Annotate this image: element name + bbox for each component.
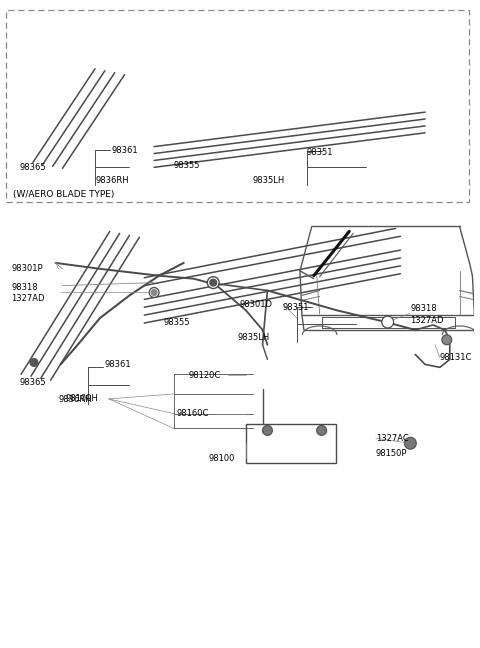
Text: 98301P: 98301P	[11, 264, 43, 273]
Bar	[6, 10, 469, 202]
Text: 1327AC: 1327AC	[376, 434, 408, 443]
Text: 98351: 98351	[282, 303, 309, 312]
Text: 98351: 98351	[307, 148, 334, 157]
Text: 98301D: 98301D	[240, 300, 273, 309]
Text: 98355: 98355	[164, 318, 191, 327]
Circle shape	[151, 290, 157, 295]
Text: 98131C: 98131C	[440, 353, 472, 362]
Circle shape	[382, 316, 394, 328]
Circle shape	[442, 335, 452, 345]
Circle shape	[30, 358, 38, 366]
Text: 98365: 98365	[19, 163, 46, 172]
Circle shape	[317, 426, 326, 435]
Text: 98100: 98100	[208, 454, 235, 463]
Text: 98150P: 98150P	[376, 448, 408, 457]
Text: 98160C: 98160C	[177, 409, 209, 418]
Circle shape	[207, 277, 219, 288]
Text: 98100H: 98100H	[65, 395, 98, 404]
Text: (W/AERO BLADE TYPE): (W/AERO BLADE TYPE)	[13, 190, 115, 199]
Text: 98365: 98365	[19, 378, 46, 387]
Text: 98355: 98355	[174, 161, 200, 170]
Text: 9835LH: 9835LH	[238, 332, 270, 341]
Circle shape	[405, 437, 416, 449]
Circle shape	[263, 426, 272, 435]
Text: 98318: 98318	[410, 304, 437, 313]
Text: 9836RH: 9836RH	[59, 395, 92, 404]
Circle shape	[149, 288, 159, 297]
Text: 98361: 98361	[112, 146, 138, 154]
Text: 98318: 98318	[11, 283, 38, 292]
Bar	[246, 424, 336, 463]
Text: 98120C: 98120C	[189, 371, 221, 380]
Text: 1327AD: 1327AD	[410, 316, 444, 325]
Text: 9836RH: 9836RH	[95, 176, 129, 185]
Text: 9835LH: 9835LH	[252, 176, 285, 185]
Text: 1327AD: 1327AD	[11, 294, 45, 303]
Text: 98361: 98361	[105, 360, 132, 369]
Circle shape	[210, 279, 216, 286]
